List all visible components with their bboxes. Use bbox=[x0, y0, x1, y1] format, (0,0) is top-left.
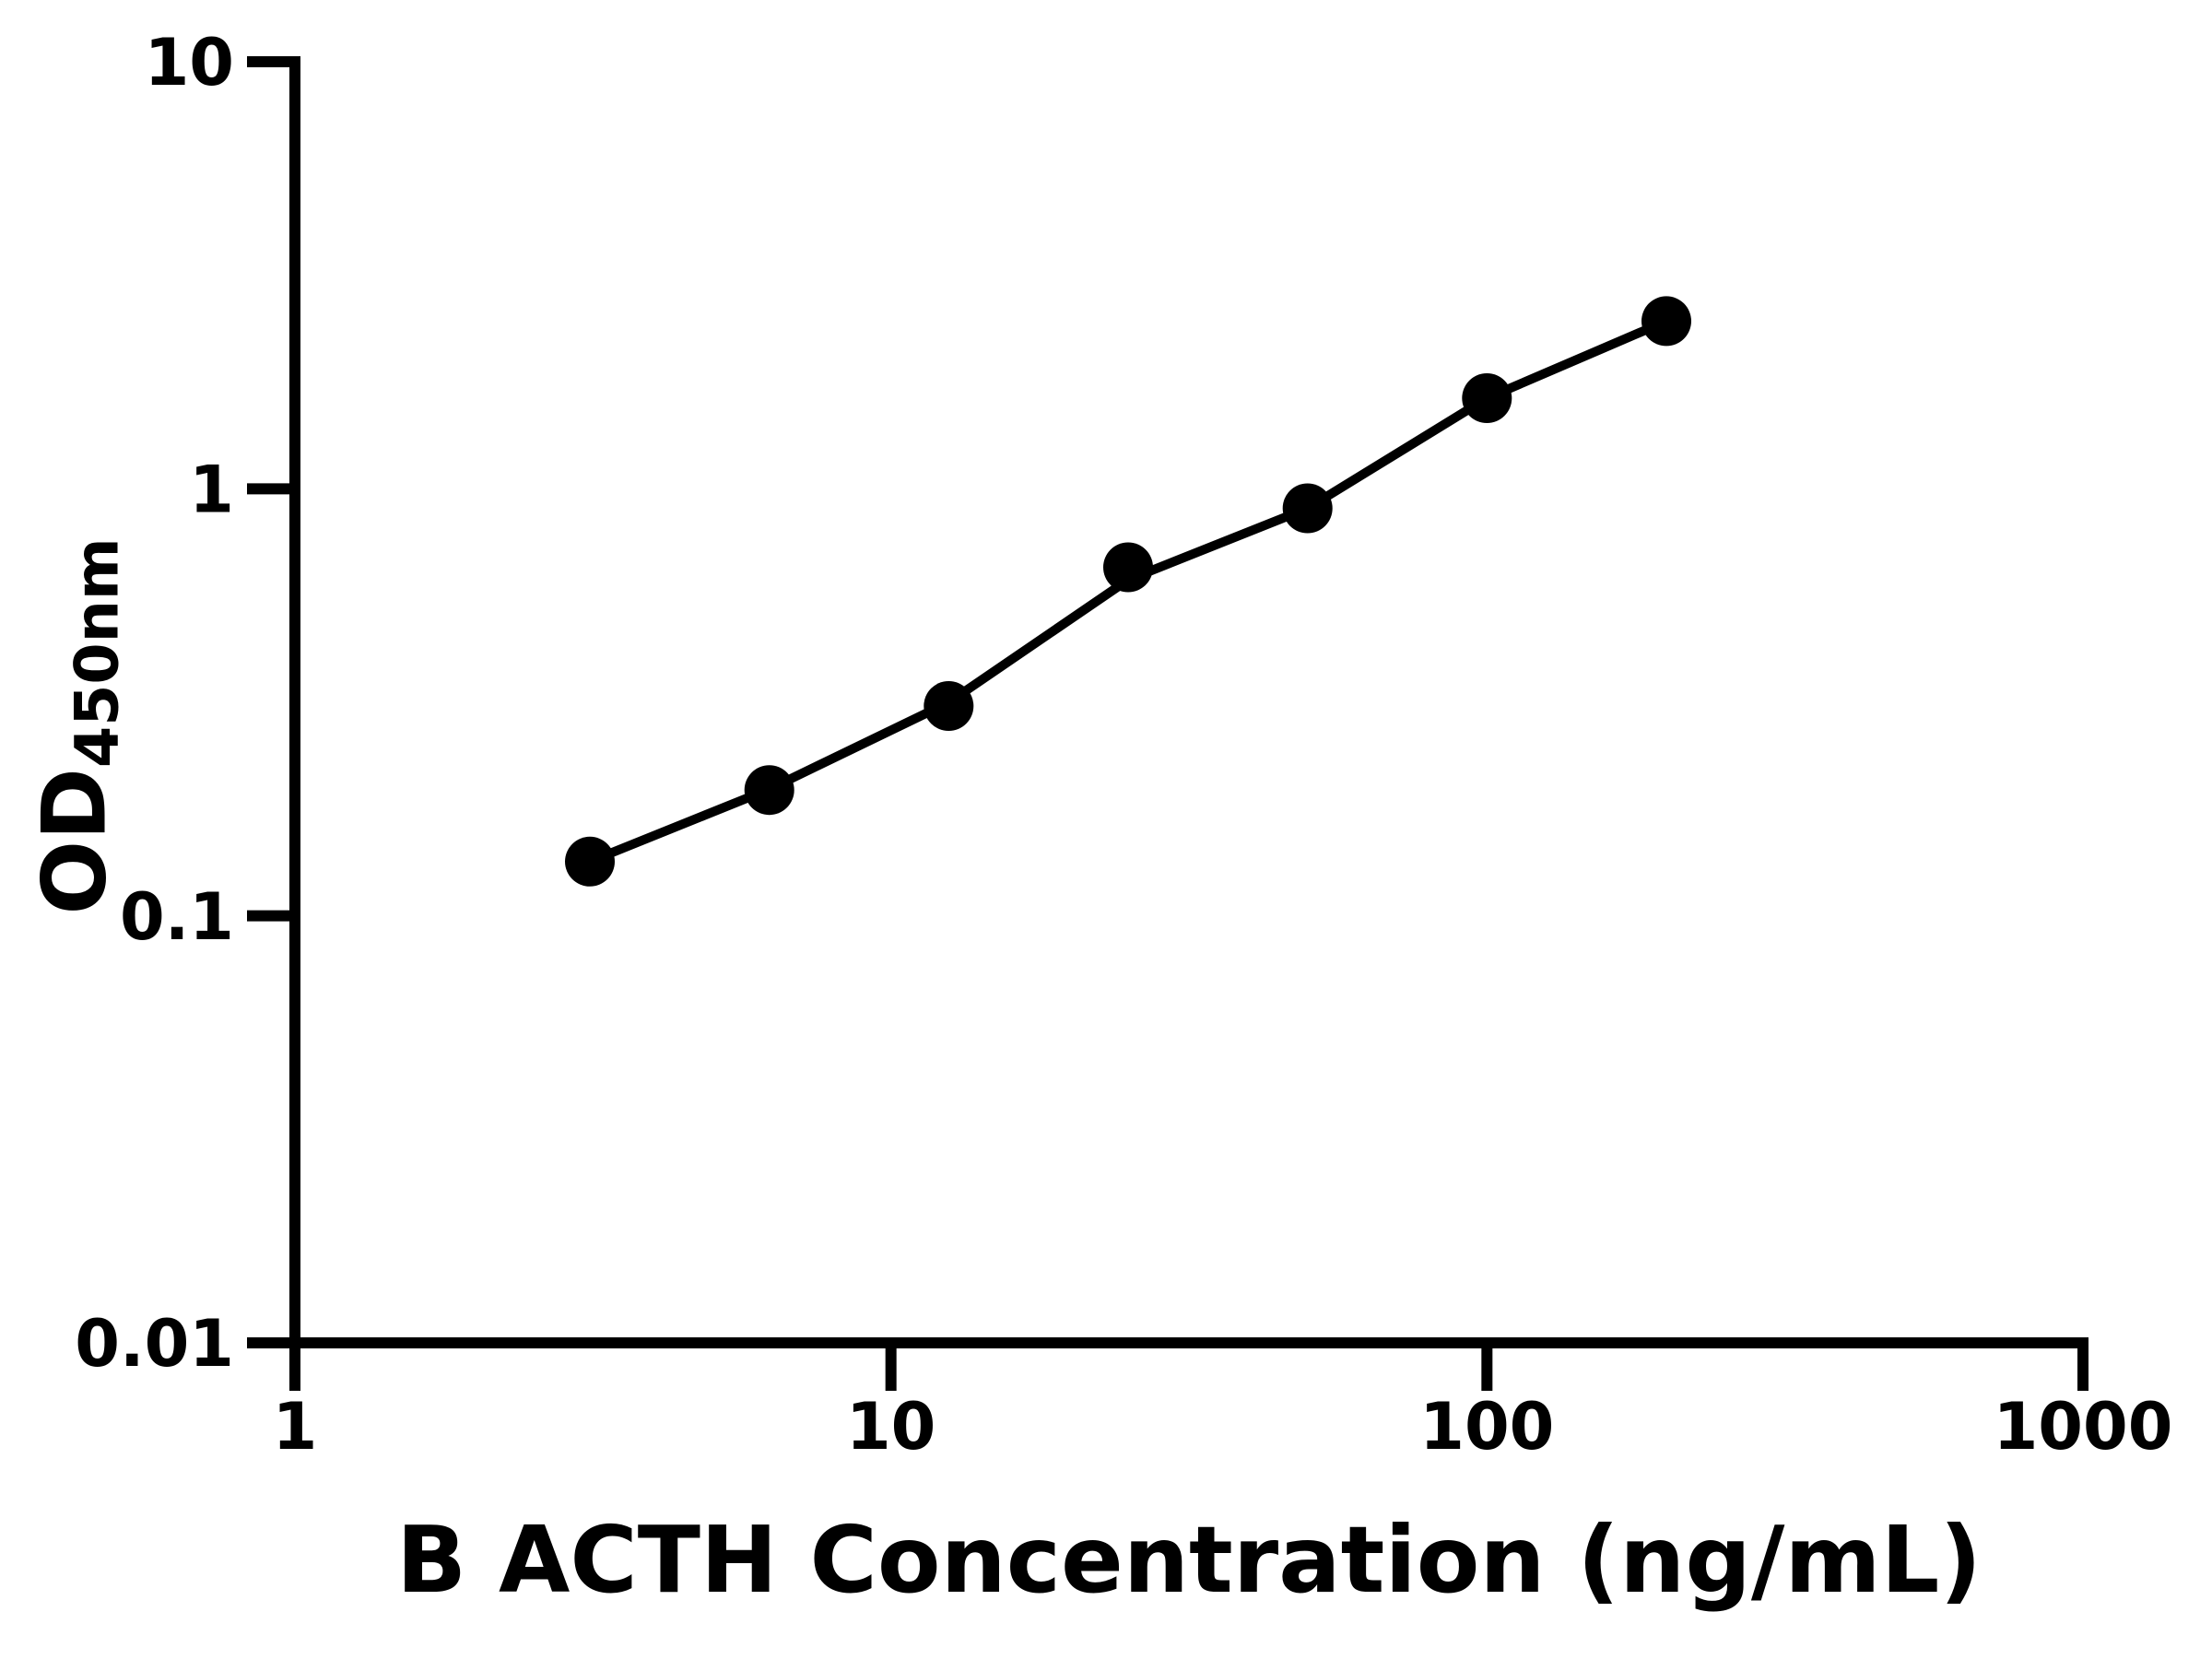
x-axis-tick-label: 1000 bbox=[1994, 1389, 2173, 1465]
data-point bbox=[1103, 542, 1153, 593]
data-point bbox=[924, 681, 974, 731]
data-point bbox=[744, 765, 794, 816]
data-point bbox=[1641, 296, 1691, 347]
x-axis-tick-label: 100 bbox=[1419, 1389, 1554, 1465]
y-axis-tick-label: 0.1 bbox=[120, 879, 234, 955]
data-point bbox=[1462, 373, 1512, 423]
x-axis-title: B ACTH Concentration (ng/mL) bbox=[395, 1506, 1983, 1614]
y-axis-title: OD450nm bbox=[25, 537, 133, 914]
x-axis-tick-label: 10 bbox=[846, 1389, 935, 1465]
data-point bbox=[1282, 483, 1333, 534]
x-axis-tick-label: 1 bbox=[273, 1389, 318, 1465]
y-axis-tick-label: 1 bbox=[189, 453, 234, 528]
y-axis-tick-label: 0.01 bbox=[75, 1306, 234, 1382]
y-axis-title-main: OD bbox=[24, 768, 126, 915]
y-axis-title-subscript: 450nm bbox=[63, 537, 133, 769]
y-axis-tick-label: 10 bbox=[145, 25, 234, 100]
data-point bbox=[565, 836, 615, 887]
axis-spine bbox=[289, 56, 2088, 1348]
